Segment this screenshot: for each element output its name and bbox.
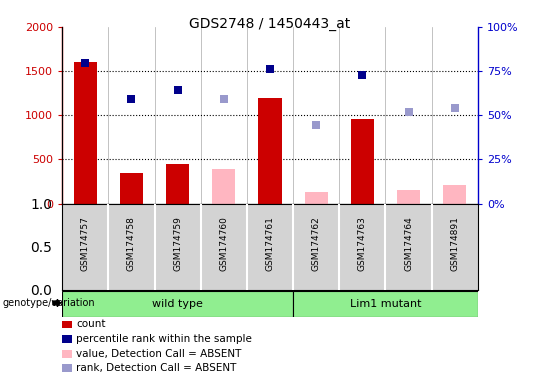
Text: wild type: wild type [152,299,203,309]
Bar [259,98,281,204]
Bar [120,173,143,204]
Text: Lim1 mutant: Lim1 mutant [350,299,421,309]
Bar [397,190,420,204]
Text: rank, Detection Call = ABSENT: rank, Detection Call = ABSENT [76,363,237,373]
Text: GSM174760: GSM174760 [219,217,228,271]
Text: GDS2748 / 1450443_at: GDS2748 / 1450443_at [190,17,350,31]
Text: GSM174762: GSM174762 [312,217,321,271]
Text: percentile rank within the sample: percentile rank within the sample [76,334,252,344]
Bar [305,192,328,204]
Bar [351,119,374,204]
Text: GSM174891: GSM174891 [450,217,460,271]
Text: count: count [76,319,106,329]
Text: GSM174757: GSM174757 [80,217,90,271]
Text: GSM174758: GSM174758 [127,217,136,271]
Bar [293,291,478,317]
Bar [62,291,293,317]
Text: value, Detection Call = ABSENT: value, Detection Call = ABSENT [76,349,241,359]
Bar [212,169,235,204]
Text: GSM174761: GSM174761 [266,217,274,271]
Text: GSM174764: GSM174764 [404,217,413,271]
Bar [166,164,189,204]
Text: genotype/variation: genotype/variation [3,298,96,308]
Text: GSM174763: GSM174763 [358,217,367,271]
Bar [73,62,97,204]
Text: GSM174759: GSM174759 [173,217,182,271]
Bar [443,185,467,204]
